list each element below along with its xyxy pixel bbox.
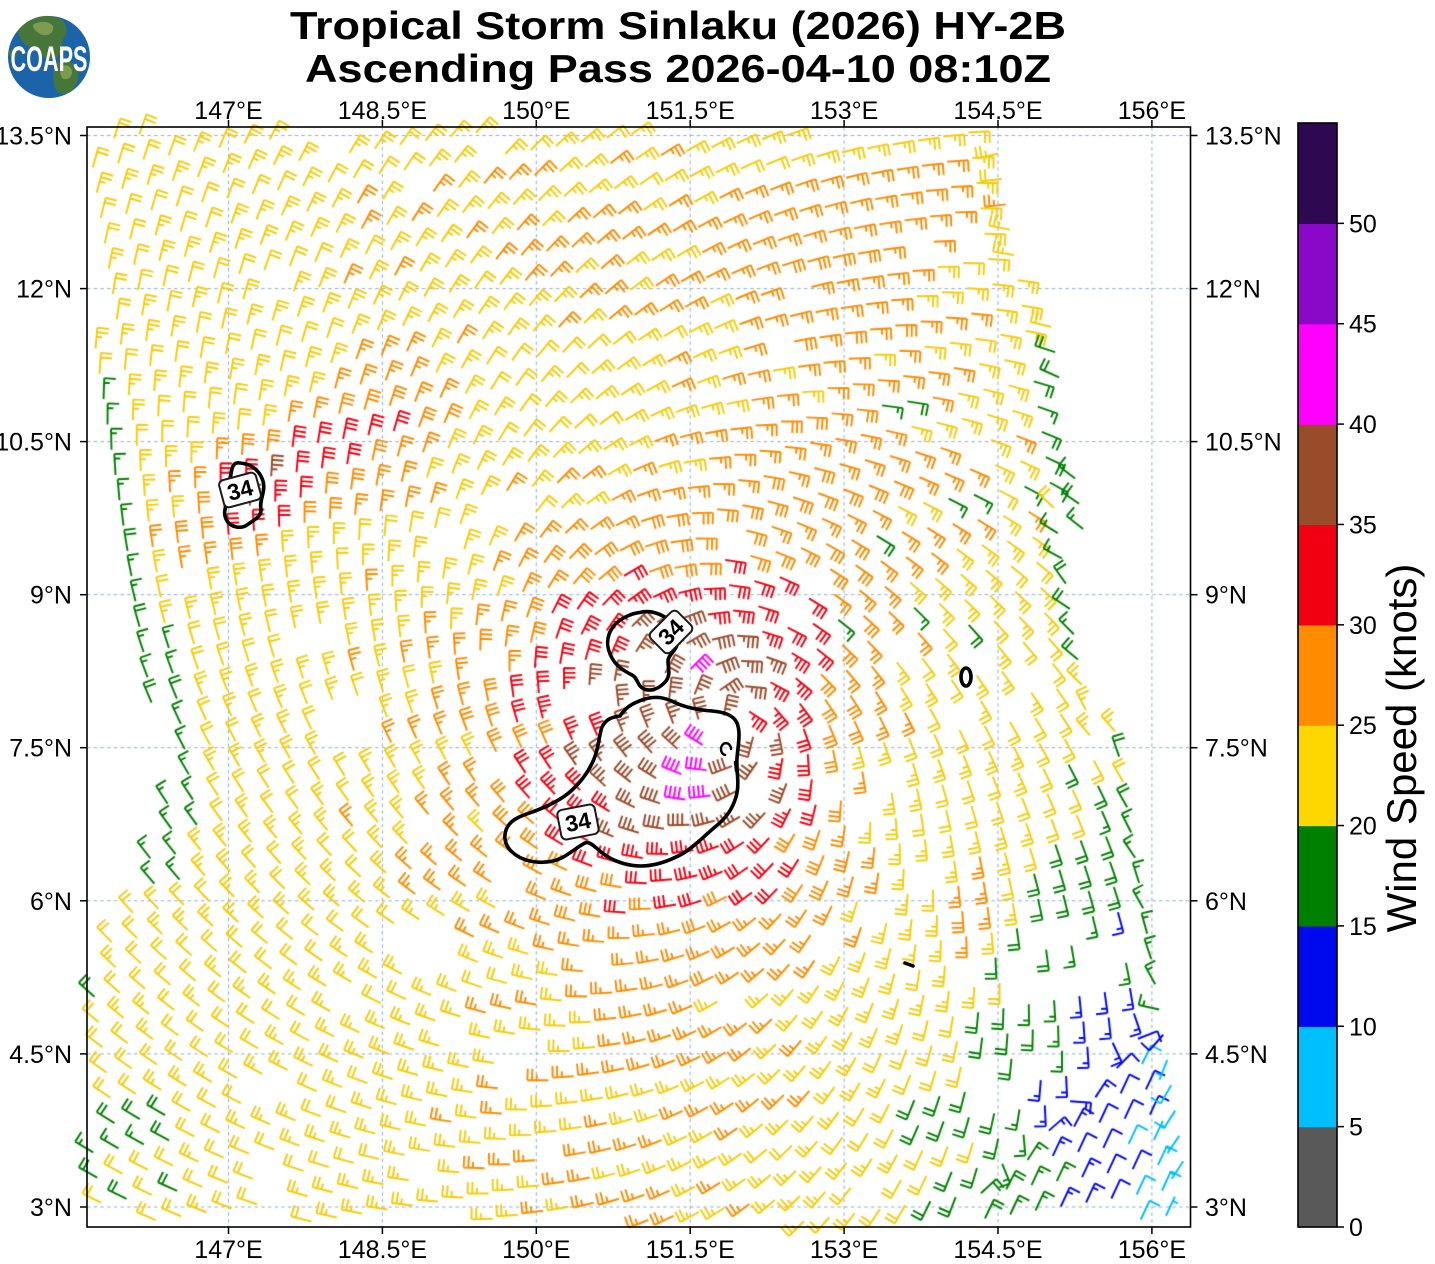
svg-text:10.5°N: 10.5°N [0,429,72,457]
svg-text:0: 0 [1349,1214,1363,1242]
svg-text:13.5°N: 13.5°N [1205,123,1282,151]
svg-text:148.5°E: 148.5°E [338,1236,427,1264]
svg-text:Tropical Storm Sinlaku (2026): Tropical Storm Sinlaku (2026) HY-2B [290,5,1066,48]
svg-text:6°N: 6°N [1205,888,1247,916]
svg-text:9°N: 9°N [30,582,72,610]
svg-text:6°N: 6°N [30,888,72,916]
svg-text:156°E: 156°E [1118,97,1186,125]
svg-text:153°E: 153°E [810,1236,878,1264]
svg-text:148.5°E: 148.5°E [338,97,427,125]
svg-text:151.5°E: 151.5°E [646,97,735,125]
svg-text:156°E: 156°E [1118,1236,1186,1264]
svg-text:150°E: 150°E [502,1236,570,1264]
svg-text:150°E: 150°E [502,97,570,125]
svg-text:7.5°N: 7.5°N [9,735,72,763]
svg-text:Ascending Pass 2026-04-10 08:1: Ascending Pass 2026-04-10 08:10Z [305,48,1051,91]
svg-text:3°N: 3°N [30,1194,72,1222]
svg-text:50: 50 [1349,210,1377,238]
svg-text:154.5°E: 154.5°E [953,1236,1042,1264]
svg-text:9°N: 9°N [1205,582,1247,610]
svg-text:25: 25 [1349,712,1377,740]
svg-text:147°E: 147°E [194,1236,262,1264]
svg-text:COAPS: COAPS [11,40,88,79]
svg-text:4.5°N: 4.5°N [1205,1041,1268,1069]
svg-text:35: 35 [1349,511,1377,539]
svg-text:40: 40 [1349,411,1377,439]
svg-text:Wind Speed (knots): Wind Speed (knots) [1378,564,1425,933]
svg-text:12°N: 12°N [16,276,72,304]
svg-text:151.5°E: 151.5°E [646,1236,735,1264]
svg-text:30: 30 [1349,612,1377,640]
svg-text:7.5°N: 7.5°N [1205,735,1268,763]
svg-text:5: 5 [1349,1114,1363,1142]
svg-text:15: 15 [1349,913,1377,941]
svg-text:13.5°N: 13.5°N [0,123,72,151]
svg-text:4.5°N: 4.5°N [9,1041,72,1069]
svg-text:45: 45 [1349,311,1377,339]
svg-text:147°E: 147°E [194,97,262,125]
svg-text:154.5°E: 154.5°E [953,97,1042,125]
svg-text:153°E: 153°E [810,97,878,125]
svg-text:34: 34 [563,807,593,837]
svg-text:10: 10 [1349,1013,1377,1041]
svg-text:12°N: 12°N [1205,276,1261,304]
svg-text:10.5°N: 10.5°N [1205,429,1282,457]
svg-text:20: 20 [1349,813,1377,841]
svg-text:3°N: 3°N [1205,1194,1247,1222]
